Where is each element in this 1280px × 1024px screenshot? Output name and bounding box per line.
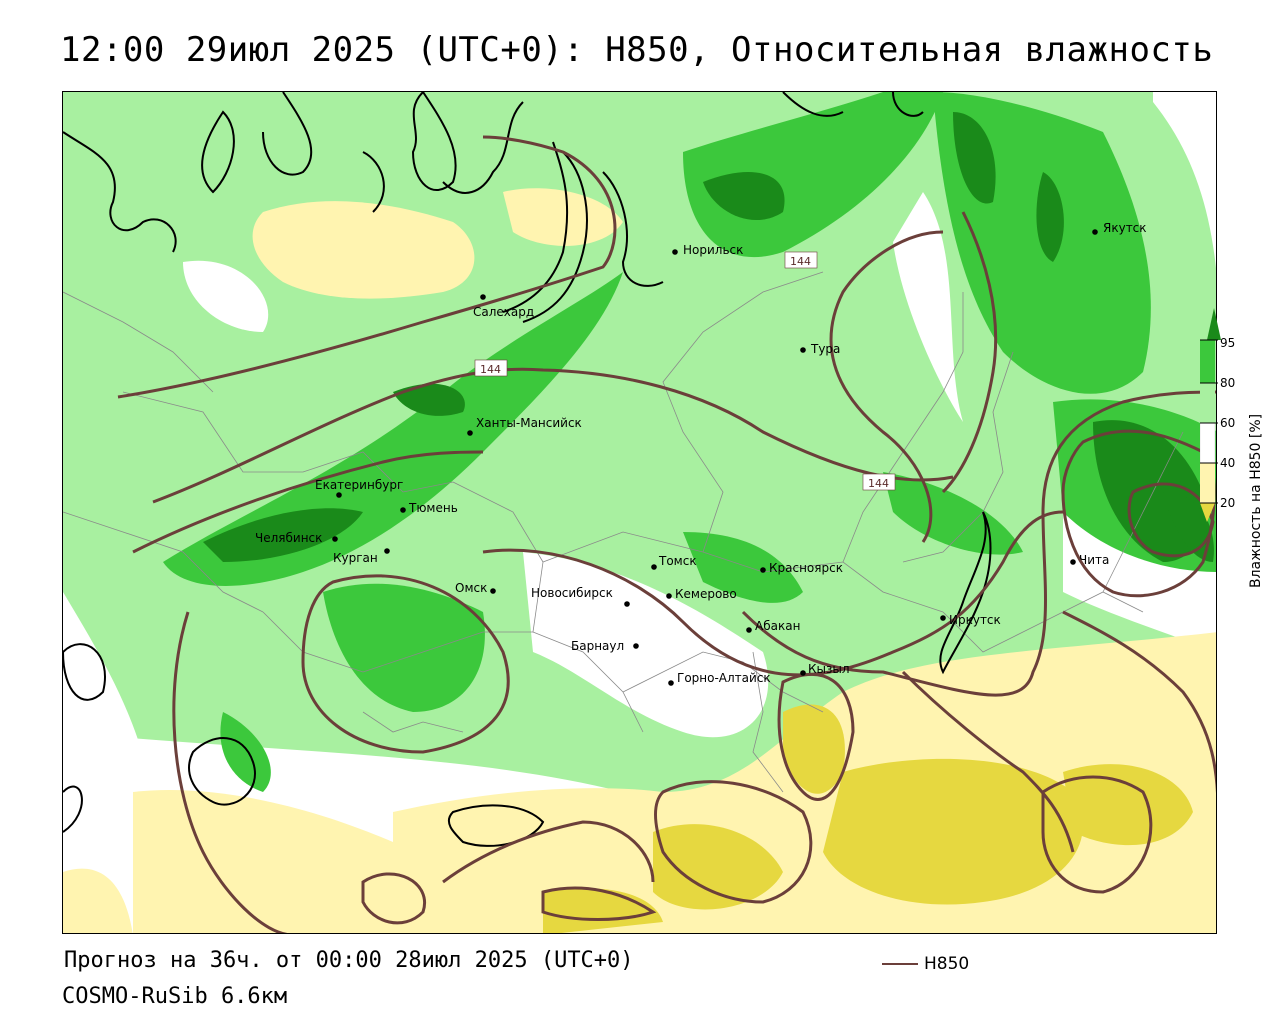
city-dot-norilsk xyxy=(672,249,678,255)
city-label-irkutsk: Иркутск xyxy=(949,613,1001,627)
city-label-chelyabinsk: Челябинск xyxy=(255,531,322,545)
city-label-krasnoyarsk: Красноярск xyxy=(769,561,843,575)
legend-band-80-95 xyxy=(1200,340,1215,383)
legend-arrow-bottom xyxy=(1200,503,1215,522)
city-dot-khanty-mansiysk xyxy=(467,430,473,436)
legend-arrow-top xyxy=(1207,308,1221,340)
city-dot-krasnoyarsk xyxy=(760,567,766,573)
city-dot-salekhard xyxy=(480,294,486,300)
city-label-gorno-altaysk: Горно-Алтайск xyxy=(677,671,771,685)
city-label-khanty-mansiysk: Ханты-Мансийск xyxy=(476,416,582,430)
city-label-tyumen: Тюмень xyxy=(408,501,458,515)
city-label-tura: Тура xyxy=(810,342,840,356)
contour-key-label: H850 xyxy=(924,954,970,974)
city-dot-kemerovo xyxy=(666,593,672,599)
humidity-field-0 xyxy=(543,704,1193,933)
legend-tick-80: 80 xyxy=(1220,376,1236,390)
map-title: 12:00 29июл 2025 (UTC+0): H850, Относите… xyxy=(60,30,1214,70)
model-name: COSMO-RuSib 6.6км xyxy=(62,984,288,1009)
city-dot-tomsk xyxy=(651,564,657,570)
city-dot-omsk xyxy=(490,588,496,594)
city-dot-chelyabinsk xyxy=(332,536,338,542)
legend-band-20-40 xyxy=(1200,463,1215,503)
city-dot-irkutsk xyxy=(940,615,946,621)
legend-tick-60: 60 xyxy=(1220,416,1236,430)
legend-band-40-60 xyxy=(1200,422,1216,464)
city-label-chita: Чита xyxy=(1079,553,1109,567)
admin-borders xyxy=(63,271,1184,793)
city-label-norilsk: Норильск xyxy=(683,243,743,257)
city-label-novosibirsk: Новосибирск xyxy=(531,586,613,600)
city-dot-tura xyxy=(800,347,806,353)
city-dot-abakan xyxy=(746,627,752,633)
legend-band-60-80 xyxy=(1200,383,1215,423)
city-label-barnaul: Барнаул xyxy=(571,639,624,653)
city-dot-tyumen xyxy=(400,507,406,513)
city-label-tomsk: Томск xyxy=(658,554,697,568)
city-dot-kurgan xyxy=(384,548,390,554)
city-dot-barnaul xyxy=(633,643,639,649)
contour-label-3: 144 xyxy=(868,477,889,490)
legend-tick-95: 95 xyxy=(1220,336,1236,350)
coastlines xyxy=(63,92,992,847)
humidity-field-95 xyxy=(203,112,1214,562)
legend-tick-40: 40 xyxy=(1220,456,1236,470)
contour-key: H850 xyxy=(882,954,969,974)
city-label-omsk: Омск xyxy=(455,581,487,595)
city-label-kemerovo: Кемерово xyxy=(675,587,737,601)
map-svg: 144 144 144 Якутск Норильск Салехард Тур… xyxy=(63,92,1216,933)
city-dot-chita xyxy=(1070,559,1076,565)
forecast-info: Прогноз на 36ч. от 00:00 28июл 2025 (UTC… xyxy=(64,948,634,973)
city-label-yakutsk: Якутск xyxy=(1103,221,1147,235)
contour-labels: 144 144 144 xyxy=(474,251,896,491)
city-label-salekhard: Салехард xyxy=(473,305,534,319)
h850-contours xyxy=(117,135,1216,933)
legend-colorbar xyxy=(1200,308,1221,522)
map-panel: 144 144 144 Якутск Норильск Салехард Тур… xyxy=(62,91,1217,934)
city-dot-gorno-altaysk xyxy=(668,680,674,686)
contour-key-line xyxy=(882,963,918,965)
city-dot-kyzyl xyxy=(800,670,806,676)
city-label-kurgan: Курган xyxy=(333,551,378,565)
cities: Якутск Норильск Салехард Тура Ханты-Манс… xyxy=(255,221,1147,686)
contour-label-2: 144 xyxy=(480,363,501,376)
contour-label-1: 144 xyxy=(790,255,811,268)
legend-title: Влажность на H850 [%] xyxy=(1248,413,1264,588)
humidity-legend xyxy=(1200,300,1280,600)
city-dot-yakutsk xyxy=(1092,229,1098,235)
city-label-abakan: Абакан xyxy=(755,619,800,633)
city-label-kyzyl: Кызыл xyxy=(808,662,850,676)
city-dot-novosibirsk xyxy=(624,601,630,607)
city-label-ekaterinburg: Екатеринбург xyxy=(315,478,403,492)
legend-tick-20: 20 xyxy=(1220,496,1236,510)
city-dot-ekaterinburg xyxy=(336,492,342,498)
